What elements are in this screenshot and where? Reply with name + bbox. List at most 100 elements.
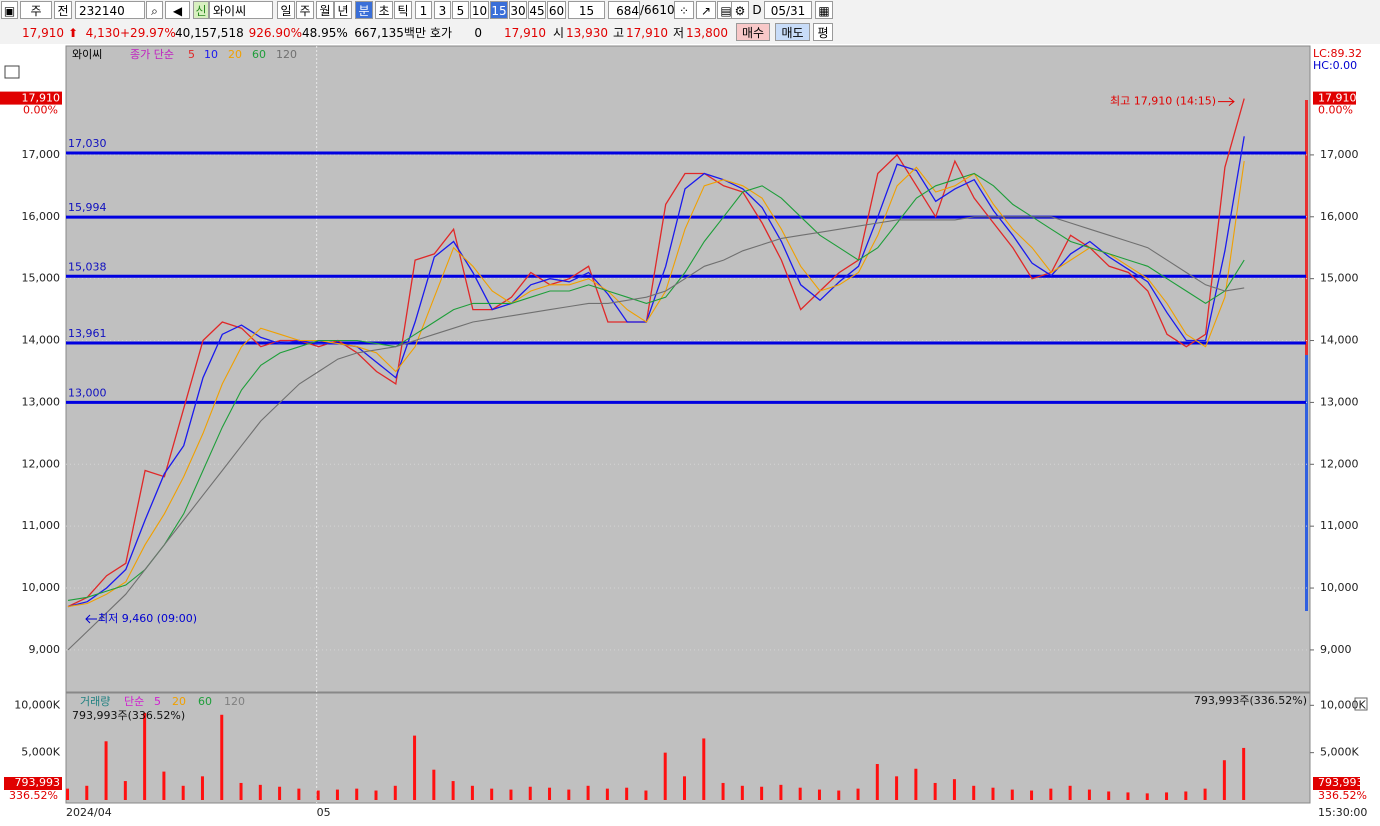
stock-name[interactable]: 와이씨 [209,1,273,19]
settings-icon[interactable]: ⚙ [731,1,749,19]
tool-icon[interactable]: ⁘ [674,1,694,19]
interval-button[interactable]: 45 [528,1,546,19]
interval-button[interactable]: 3 [434,1,451,19]
range-bar-up [1305,100,1308,355]
volume-title: 거래량 [80,695,110,708]
hoga-label: 호가 [429,26,452,40]
ma-prefix: 단순 [124,695,144,708]
period-button[interactable]: 월 [316,1,334,19]
y-tick-label: 5,000K [1320,746,1359,759]
level-label: 17,030 [68,137,107,150]
y-tick-label: 15,000 [22,272,61,285]
y-tick-label: 16,000 [22,210,61,223]
period-button[interactable]: 초 [375,1,393,19]
market-select[interactable]: 주 [20,1,52,19]
scope-button[interactable]: 전 [54,1,72,19]
interval-button[interactable]: 1 [415,1,432,19]
period-button[interactable]: 주 [296,1,314,19]
last-volume-pct: 336.52% [1318,789,1367,802]
calendar-icon[interactable]: ▦ [815,1,833,19]
sell-button[interactable]: 매도 [775,23,810,41]
volume-bar [567,789,571,800]
legend-entry: 120 [276,48,297,61]
last-change: 0.00% [23,104,58,117]
volume-bar [586,785,590,800]
volume-ratio: 926.90% [248,26,302,40]
last-volume-box [1313,777,1360,790]
volume-bar [355,788,359,800]
last-volume: 793,993 [1318,776,1364,789]
last-volume: 793,993 [15,776,61,789]
change: 4,130 [85,26,120,40]
volume-bar [1203,788,1207,800]
volume-label: 793,993주(336.52%) [72,709,185,722]
count-input[interactable]: 684 [608,1,640,19]
legend-entry: 20 [172,695,186,708]
low: 13,800 [686,26,728,40]
volume-label: 793,993주(336.52%) [1194,694,1307,707]
interval-button[interactable]: 15 [490,1,508,19]
y-tick-label: 5,000K [21,746,60,759]
volume-bar [1184,791,1188,800]
date-input[interactable]: 05/31 [764,1,812,19]
volume-bar [509,789,513,800]
panel-icon[interactable] [4,65,20,79]
close-icon[interactable] [1354,697,1368,711]
price-panel [65,45,1311,693]
volume-bar [143,712,147,800]
buy-button[interactable]: 매수 [736,23,770,41]
high-annotation: 최고 17,910 (14:15) [1110,95,1216,108]
last-volume-pct: 336.52% [9,789,58,802]
x-tick-label: 05 [317,806,331,819]
volume-bar [1107,791,1111,800]
interval-button[interactable]: 30 [509,1,527,19]
change-pct: +29.97% [120,26,176,40]
interval-button[interactable]: 10 [470,1,489,19]
volume-bar [740,785,744,800]
volume-bar [1242,747,1246,800]
menu-icon[interactable]: ▣ [1,1,18,19]
volume-bar [200,776,204,800]
search-button[interactable]: ⌕ [146,1,163,19]
level-label: 13,000 [68,386,107,399]
last-volume-box [4,777,62,790]
high-arrow [1218,97,1235,106]
interval-button[interactable]: 5 [452,1,469,19]
volume-bar [490,788,494,800]
period-button[interactable]: 틱 [394,1,412,19]
avg-button[interactable]: 평 [813,23,833,41]
sound-button[interactable]: ◀ [165,1,190,19]
interval-button[interactable]: 60 [547,1,566,19]
volume-bar [470,785,474,800]
interval-input[interactable]: 15 [568,1,605,19]
price: 17,910 [22,26,64,40]
volume-panel [65,692,1311,804]
high: 17,910 [626,26,668,40]
volume-bar [123,781,127,800]
volume-bar [1087,789,1091,800]
lc-label: LC:89.32 [1313,47,1362,60]
code-input[interactable]: 232140 [75,1,145,19]
legend-prefix: 종가 단순 [130,48,174,61]
volume-bar [1049,788,1053,800]
volume-bar [162,771,166,800]
y-tick-label: 14,000 [1320,334,1359,347]
level-label: 15,038 [68,260,107,273]
volume-bar [104,741,108,800]
d-checkbox[interactable]: D [752,3,762,17]
volume-bar [914,768,918,800]
tool-icon[interactable]: ↗ [696,1,716,19]
period-button[interactable]: 일 [277,1,295,19]
y-tick-label: 13,000 [22,395,61,408]
range-bar-down [1305,355,1308,611]
volume-bar [760,786,764,800]
period-button[interactable]: 분 [355,1,373,19]
y-tick-label: 10,000 [1320,581,1359,594]
volume-bar [933,782,937,800]
period-button[interactable]: 년 [334,1,352,19]
volume-bar [66,788,69,800]
legend-entry: 5 [188,48,195,61]
level-label: 13,961 [68,327,107,340]
